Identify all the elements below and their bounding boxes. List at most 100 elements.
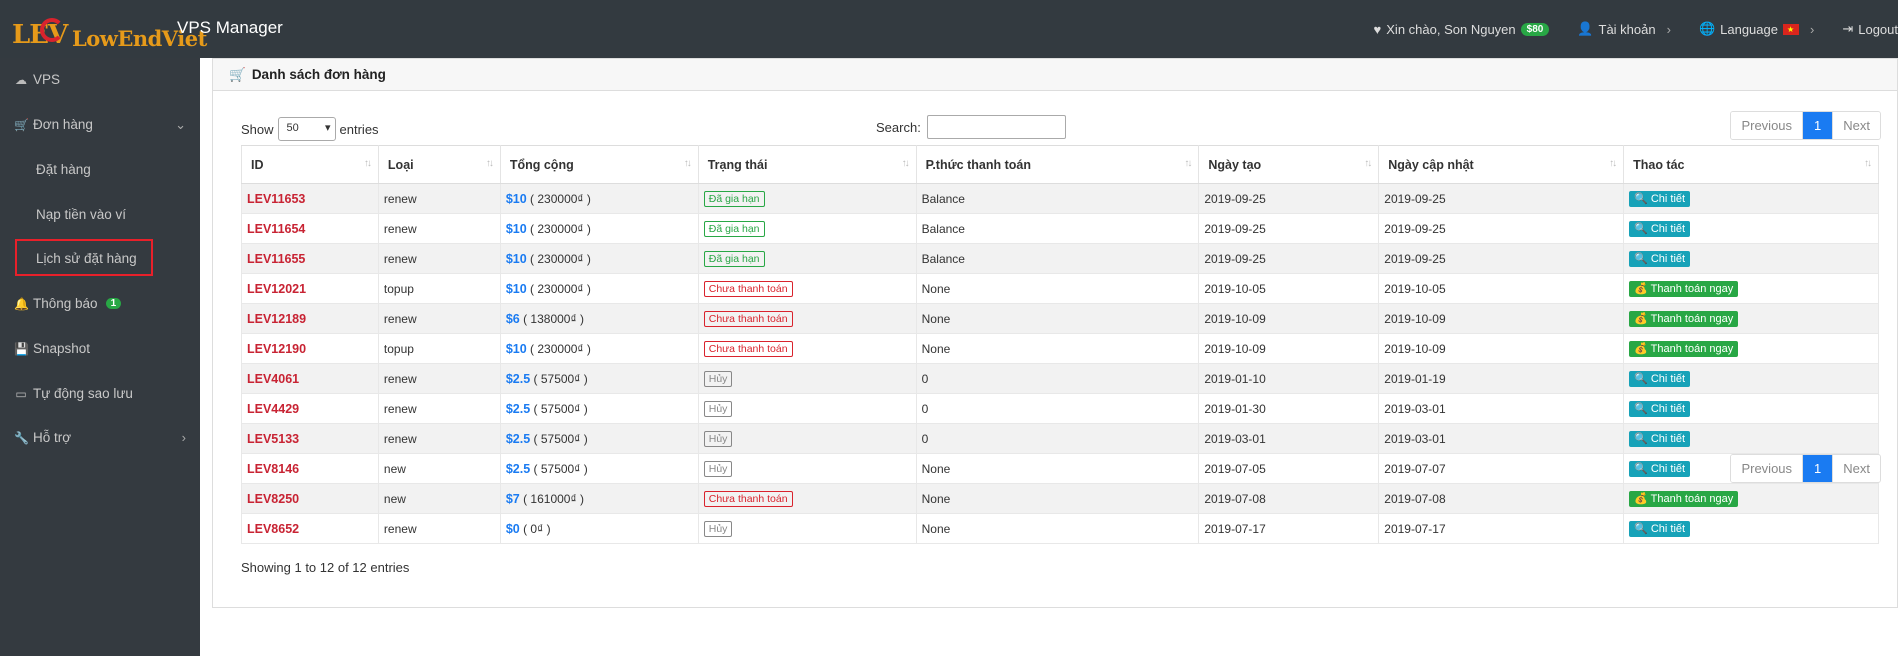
payment-method: None	[921, 491, 951, 506]
order-id-link[interactable]: LEV4429	[247, 401, 300, 416]
logout-link[interactable]: ⇥ Logout	[1842, 21, 1898, 37]
logout-icon: ⇥	[1842, 21, 1854, 36]
magnifier-icon: 🔍	[1634, 462, 1648, 475]
greeting-text: Xin chào, Son Nguyen	[1386, 21, 1516, 37]
column-header[interactable]: Loại ↑↓	[378, 145, 501, 184]
updated-date: 2019-01-19	[1384, 371, 1446, 386]
pay-now-button[interactable]: 💰 Thanh toán ngay	[1629, 340, 1739, 357]
table-row: LEV8146 new $2.5 ( 57500₫ ) Hủy None 2019-07-…	[241, 453, 1879, 484]
money-bag-icon: 💰	[1634, 282, 1648, 295]
updated-date: 2019-10-05	[1384, 281, 1446, 296]
sidebar-item-place-order[interactable]: Đặt hàng	[36, 162, 91, 177]
order-id-link[interactable]: LEV5133	[247, 431, 300, 446]
sort-icon: ↑↓	[1609, 158, 1617, 169]
order-id-link[interactable]: LEV8652	[247, 521, 300, 536]
previous-button[interactable]: Previous	[1731, 455, 1803, 482]
sidebar-item-vps[interactable]: ☁ VPS	[14, 72, 60, 87]
language-menu[interactable]: 🌐 Language ›	[1699, 21, 1814, 37]
order-id-link[interactable]: LEV11653	[247, 191, 306, 206]
sort-icon: ↑↓	[1184, 158, 1192, 169]
detail-button[interactable]: 🔍 Chi tiết	[1629, 370, 1691, 387]
detail-button[interactable]: 🔍 Chi tiết	[1629, 520, 1691, 537]
order-id-link[interactable]: LEV11654	[247, 221, 306, 236]
payment-method: None	[921, 311, 951, 326]
pay-now-button[interactable]: 💰 Thanh toán ngay	[1629, 310, 1739, 327]
action-label: Chi tiết	[1650, 402, 1686, 415]
payment-method: 0	[921, 431, 929, 446]
order-amount-vnd: ( 230000₫ )	[530, 251, 591, 266]
column-header[interactable]: Ngày tạo ↑↓	[1198, 145, 1380, 184]
order-id-link[interactable]: LEV12190	[247, 341, 307, 356]
order-id-link[interactable]: LEV11655	[247, 251, 306, 266]
sidebar-item-topup[interactable]: Nạp tiền vào ví	[36, 207, 127, 222]
payment-method: None	[921, 341, 951, 356]
magnifier-icon: 🔍	[1634, 252, 1648, 265]
panel-title: Danh sách đơn hàng	[251, 67, 386, 82]
heart-icon: ♥	[1373, 21, 1382, 37]
order-id-link[interactable]: LEV8250	[247, 491, 300, 506]
updated-date: 2019-07-08	[1384, 491, 1446, 506]
updated-date: 2019-09-25	[1384, 191, 1446, 206]
money-bag-icon: 💰	[1634, 342, 1648, 355]
action-label: Chi tiết	[1650, 372, 1686, 385]
chevron-right-icon[interactable]: ›	[181, 430, 186, 445]
previous-button[interactable]: Previous	[1731, 112, 1803, 139]
order-id-link[interactable]: LEV4061	[247, 371, 300, 386]
sort-icon: ↑↓	[1864, 158, 1872, 169]
detail-button[interactable]: 🔍 Chi tiết	[1629, 250, 1691, 267]
order-id-link[interactable]: LEV8146	[247, 461, 300, 476]
detail-button[interactable]: 🔍 Chi tiết	[1629, 400, 1691, 417]
order-id-link[interactable]: LEV12021	[247, 281, 307, 296]
cart-icon: 🛒	[229, 66, 246, 82]
sidebar-item-support[interactable]: 🔧 Hỗ trợ	[14, 430, 71, 445]
column-header[interactable]: P.thức thanh toán ↑↓	[916, 145, 1200, 184]
page-1-button[interactable]: 1	[1802, 455, 1833, 482]
order-type: topup	[383, 341, 414, 356]
chevron-down-icon[interactable]: ⌄	[175, 117, 186, 132]
column-header[interactable]: Thao tác ↑↓	[1623, 145, 1879, 184]
sidebar-item-snapshot[interactable]: 💾 Snapshot	[14, 341, 90, 356]
order-id-link[interactable]: LEV12189	[247, 311, 307, 326]
app-title[interactable]: VPS Manager	[177, 18, 283, 37]
status-badge: Hủy	[703, 370, 733, 387]
payment-method: Balance	[921, 221, 965, 236]
created-date: 2019-07-08	[1204, 491, 1266, 506]
page-length-select[interactable]: 50	[277, 117, 336, 141]
column-header[interactable]: Tổng cộng ↑↓	[500, 145, 699, 184]
detail-button[interactable]: 🔍 Chi tiết	[1629, 220, 1691, 237]
updated-date: 2019-09-25	[1384, 251, 1446, 266]
active-item-highlight	[15, 239, 153, 276]
detail-button[interactable]: 🔍 Chi tiết	[1629, 460, 1691, 477]
pay-now-button[interactable]: 💰 Thanh toán ngay	[1629, 280, 1739, 297]
column-header[interactable]: Trạng thái ↑↓	[698, 145, 917, 184]
column-header[interactable]: ID ↑↓	[241, 145, 379, 184]
language-label: Language	[1720, 21, 1778, 37]
cloud-icon: ☁	[15, 72, 27, 87]
created-date: 2019-09-25	[1204, 191, 1266, 206]
order-type: renew	[383, 221, 417, 236]
action-label: Chi tiết	[1650, 432, 1686, 445]
brand-logo[interactable]: LEV LowEndViet	[10, 8, 207, 51]
payment-method: None	[921, 521, 951, 536]
search-input[interactable]	[926, 115, 1066, 139]
order-amount-usd: $6	[505, 311, 520, 326]
sidebar-item-orders[interactable]: 🛒 Đơn hàng	[14, 117, 93, 132]
next-button[interactable]: Next	[1832, 112, 1880, 139]
detail-button[interactable]: 🔍 Chi tiết	[1629, 430, 1691, 447]
column-header[interactable]: Ngày cập nhật ↑↓	[1378, 145, 1625, 184]
page-length-control: Show 50 entries	[241, 117, 379, 141]
sidebar-item-order-history[interactable]: Lịch sử đặt hàng	[36, 251, 137, 266]
sidebar: ☁ VPS 🛒 Đơn hàng ⌄ Đặt hàng Nạp tiền vào…	[0, 58, 200, 656]
magnifier-icon: 🔍	[1634, 402, 1648, 415]
sidebar-item-auto-backup[interactable]: ▭ Tự động sao lưu	[14, 386, 133, 401]
account-menu[interactable]: 👤 Tài khoản ›	[1577, 21, 1671, 37]
user-greeting[interactable]: ♥ Xin chào, Son Nguyen $80	[1374, 22, 1550, 37]
order-amount-usd: $10	[505, 341, 527, 356]
order-type: renew	[383, 191, 417, 206]
detail-button[interactable]: 🔍 Chi tiết	[1629, 190, 1691, 207]
order-amount-usd: $7	[505, 491, 520, 506]
pay-now-button[interactable]: 💰 Thanh toán ngay	[1629, 490, 1739, 507]
sidebar-item-notifications[interactable]: 🔔 Thông báo 1	[14, 296, 122, 311]
page-1-button[interactable]: 1	[1802, 112, 1833, 139]
next-button[interactable]: Next	[1832, 455, 1880, 482]
